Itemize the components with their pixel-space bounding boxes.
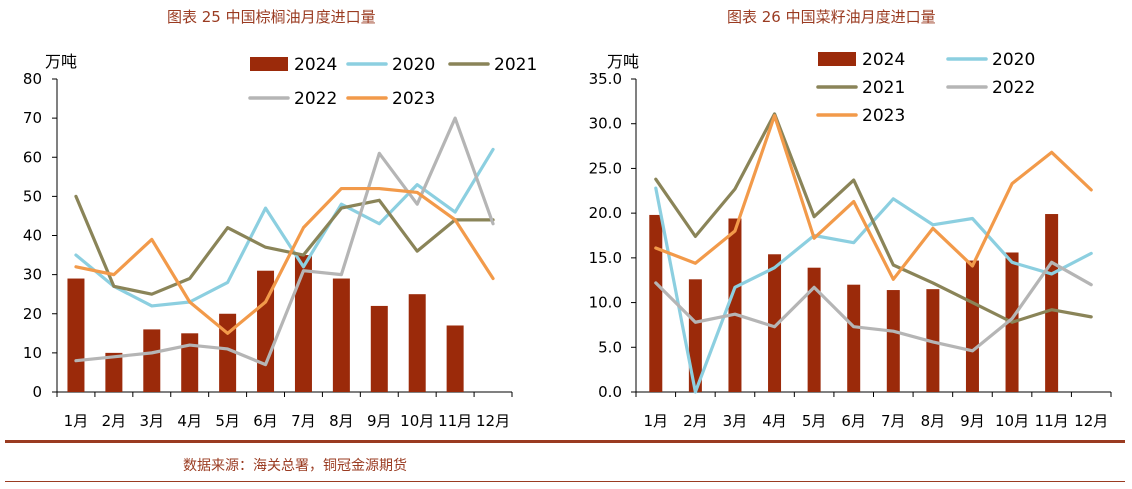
legend-label-2024: 2024 bbox=[294, 55, 337, 75]
series-line-2022 bbox=[654, 260, 1093, 353]
x-tick-label: 11月 bbox=[438, 412, 472, 430]
chart-title-rapeseed-oil: 图表 26 中国菜籽油月度进口量 bbox=[727, 8, 936, 26]
y-tick-label: 40 bbox=[23, 227, 42, 245]
bar-2024 bbox=[728, 218, 742, 392]
chart-title-palm-oil: 图表 25 中国棕榈油月度进口量 bbox=[167, 8, 376, 26]
x-tick-label: 9月 bbox=[367, 412, 392, 430]
x-tick-label: 3月 bbox=[723, 412, 748, 430]
y-tick-label: 0 bbox=[32, 383, 42, 401]
bar-2024 bbox=[768, 254, 782, 392]
legend-label-2024: 2024 bbox=[862, 50, 905, 70]
series-line-2020 bbox=[654, 186, 1093, 394]
legend-swatch-2024 bbox=[818, 52, 856, 66]
legend-label-2020: 2020 bbox=[992, 50, 1035, 70]
bar-2024 bbox=[847, 284, 861, 392]
y-tick-label: 5.0 bbox=[598, 338, 622, 356]
legend-label-2022: 2022 bbox=[992, 78, 1035, 98]
footer-divider-thick bbox=[5, 440, 1125, 443]
x-tick-label: 4月 bbox=[762, 412, 787, 430]
y-tick-label: 25.0 bbox=[589, 159, 622, 177]
x-tick-label: 2月 bbox=[683, 412, 708, 430]
bar-2024 bbox=[688, 279, 702, 392]
series-line-2023 bbox=[654, 114, 1093, 281]
x-tick-label: 12月 bbox=[1074, 412, 1108, 430]
bar-2024 bbox=[332, 278, 350, 392]
legend-label-2021: 2021 bbox=[862, 78, 905, 98]
bar-2024 bbox=[886, 290, 900, 392]
x-tick-label: 5月 bbox=[215, 412, 240, 430]
series-line-2021 bbox=[654, 112, 1093, 324]
y-tick-label: 20.0 bbox=[589, 204, 622, 222]
bar-2024 bbox=[294, 255, 312, 392]
y-tick-label: 30 bbox=[23, 266, 42, 284]
bar-2024 bbox=[965, 260, 979, 392]
x-tick-label: 6月 bbox=[841, 412, 866, 430]
legend-label-2020: 2020 bbox=[392, 55, 435, 75]
x-tick-label: 7月 bbox=[881, 412, 906, 430]
y-tick-label: 20 bbox=[23, 305, 42, 323]
y-tick-label: 30.0 bbox=[589, 115, 622, 133]
y-tick-label: 10 bbox=[23, 344, 42, 362]
x-tick-label: 8月 bbox=[921, 412, 946, 430]
x-tick-label: 12月 bbox=[476, 412, 510, 430]
y-tick-label: 15.0 bbox=[589, 249, 622, 267]
legend-label-2023: 2023 bbox=[862, 106, 905, 126]
x-tick-label: 1月 bbox=[644, 412, 669, 430]
bar-2024 bbox=[219, 313, 237, 392]
series-line-2022 bbox=[74, 116, 495, 367]
x-tick-label: 9月 bbox=[960, 412, 985, 430]
bar-2024 bbox=[143, 329, 161, 392]
legend-label-2023: 2023 bbox=[392, 89, 435, 109]
bar-2024 bbox=[370, 305, 388, 392]
series-line-2023 bbox=[74, 186, 495, 335]
y-tick-label: 50 bbox=[23, 187, 42, 205]
legend-label-2022: 2022 bbox=[294, 89, 337, 109]
y-unit-label: 万吨 bbox=[45, 52, 77, 71]
y-tick-label: 70 bbox=[23, 109, 42, 127]
x-tick-label: 5月 bbox=[802, 412, 827, 430]
bar-2024 bbox=[1045, 214, 1059, 392]
legend-label-2021: 2021 bbox=[494, 55, 537, 75]
x-tick-label: 6月 bbox=[253, 412, 278, 430]
y-tick-label: 35.0 bbox=[589, 70, 622, 88]
x-tick-label: 11月 bbox=[1035, 412, 1069, 430]
series-line-2021 bbox=[74, 194, 495, 296]
bar-2024 bbox=[105, 352, 123, 392]
y-tick-label: 60 bbox=[23, 148, 42, 166]
data-source-note: 数据来源：海关总署，铜冠金源期货 bbox=[183, 458, 407, 474]
rapeseed-oil-import-chart: 0.0 5.0 10.0 15.0 20.0 25.0 30.0 35.0 1月 2月 3月 4月 5月… bbox=[589, 50, 1112, 430]
bar-2024 bbox=[807, 267, 821, 392]
y-unit-label: 万吨 bbox=[607, 52, 639, 71]
palm-oil-import-chart: 0 10 20 30 40 50 60 70 80 1月 2月 3月 4月 5月 6月 7月 8月 9月 10月 11… bbox=[23, 52, 537, 430]
bar-2024 bbox=[67, 278, 85, 392]
x-tick-label: 10月 bbox=[995, 412, 1029, 430]
bar-2024 bbox=[181, 333, 199, 392]
y-tick-label: 0.0 bbox=[598, 383, 622, 401]
x-tick-label: 8月 bbox=[329, 412, 354, 430]
x-tick-label: 4月 bbox=[177, 412, 202, 430]
x-tick-label: 10月 bbox=[400, 412, 434, 430]
x-tick-label: 7月 bbox=[291, 412, 316, 430]
bar-2024 bbox=[649, 214, 663, 392]
legend-swatch-2024 bbox=[250, 57, 288, 71]
y-tick-label: 80 bbox=[23, 70, 42, 88]
x-tick-label: 2月 bbox=[102, 412, 127, 430]
bar-2024 bbox=[408, 294, 426, 392]
bar-2024 bbox=[446, 325, 464, 392]
x-tick-label: 3月 bbox=[140, 412, 165, 430]
y-tick-label: 10.0 bbox=[589, 294, 622, 312]
footer-divider-thin bbox=[5, 481, 1125, 482]
x-tick-label: 1月 bbox=[64, 412, 89, 430]
